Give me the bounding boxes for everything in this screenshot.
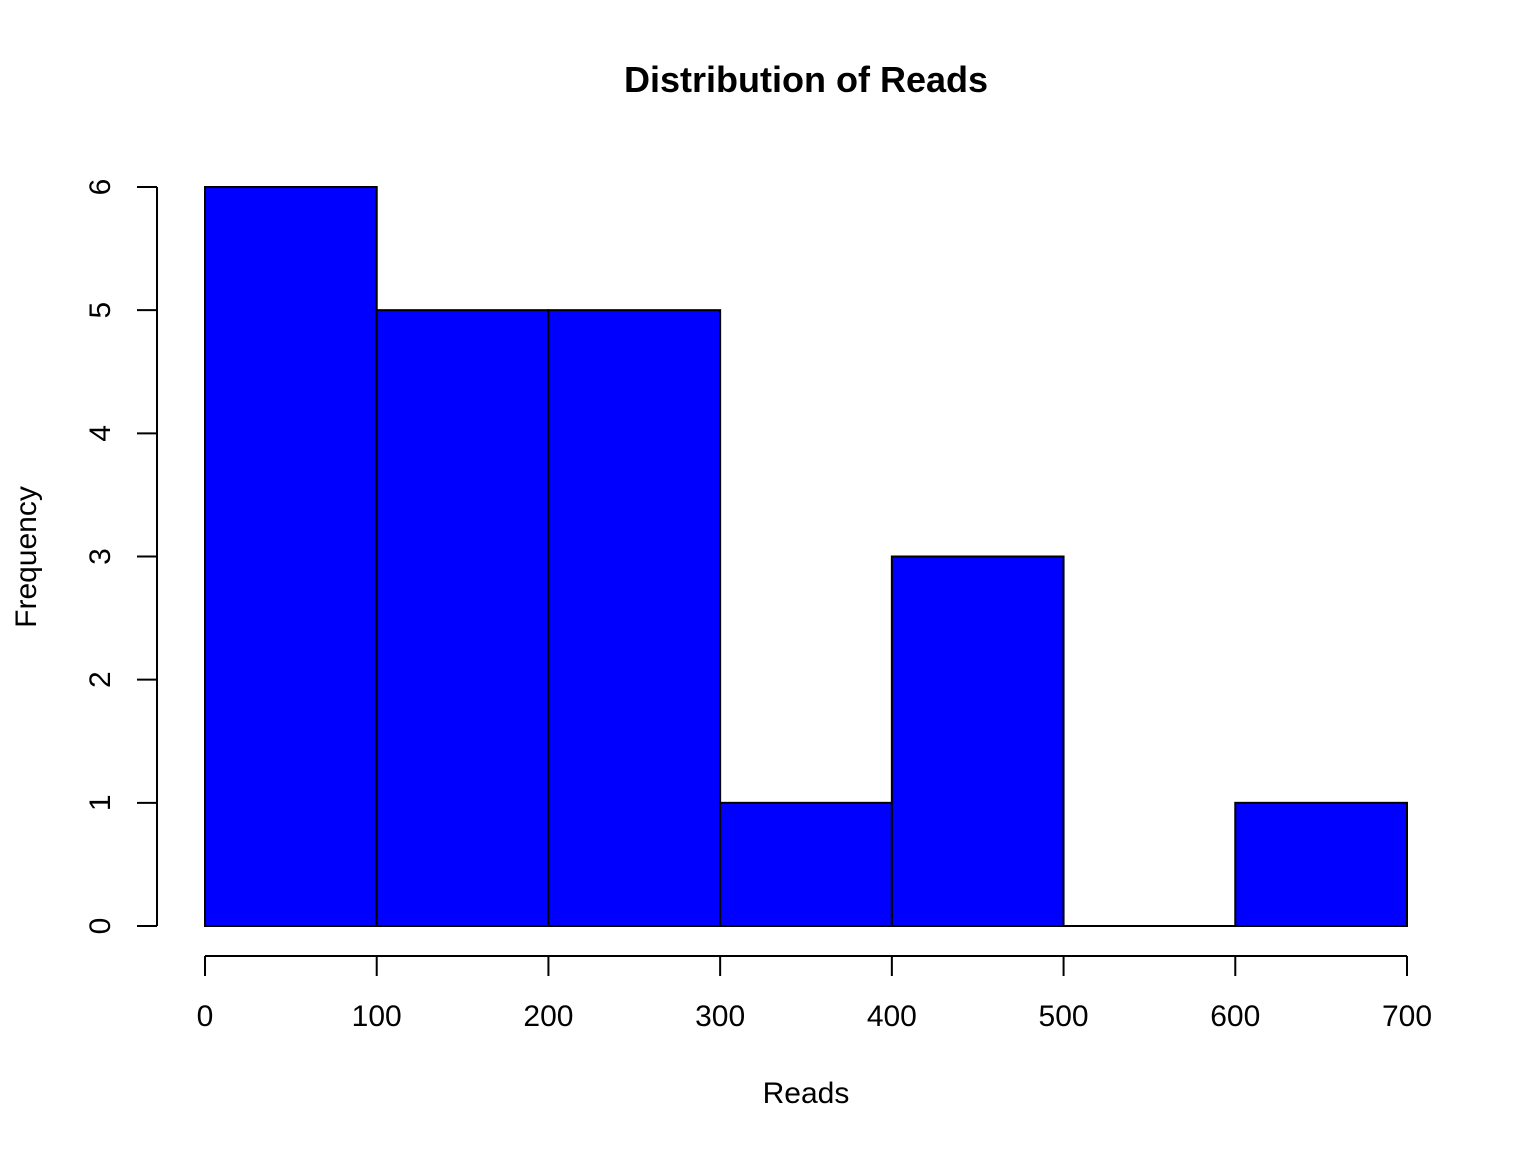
y-tick-label: 4 (84, 425, 117, 442)
histogram-bar (890, 555, 1065, 927)
y-tick-label: 0 (84, 918, 117, 935)
x-tick-label: 0 (197, 1000, 214, 1033)
bars-group (204, 186, 1409, 927)
y-tick-label: 3 (84, 548, 117, 565)
histogram-bar (204, 186, 378, 927)
y-tick-label: 5 (84, 302, 117, 319)
x-tick-label: 700 (1382, 1000, 1432, 1033)
y-axis: 0 1 2 3 4 5 6 (84, 179, 158, 935)
x-axis: 0 100 200 300 400 500 600 700 (197, 955, 1432, 1033)
y-axis-label: Frequency (10, 486, 43, 628)
y-tick-label: 2 (84, 671, 117, 688)
chart-title: Distribution of Reads (624, 59, 988, 100)
histogram-bar (1234, 801, 1409, 927)
x-tick-label: 600 (1210, 1000, 1260, 1033)
y-tick-label: 1 (84, 794, 117, 811)
x-tick-label: 200 (523, 1000, 573, 1033)
x-axis-label: Reads (763, 1077, 850, 1110)
histogram-bar (375, 309, 550, 927)
x-tick-label: 100 (352, 1000, 402, 1033)
x-tick-label: 300 (695, 1000, 745, 1033)
x-tick-label: 400 (867, 1000, 917, 1033)
histogram-bar (547, 309, 722, 927)
x-tick-label: 500 (1039, 1000, 1089, 1033)
y-tick-label: 6 (84, 179, 117, 196)
histogram-bar (719, 801, 893, 927)
